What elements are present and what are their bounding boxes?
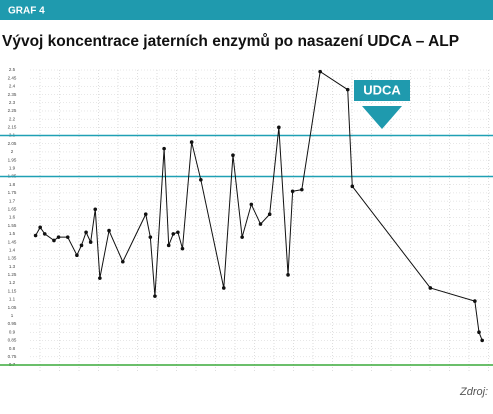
y-tick-label: 1.15 — [8, 288, 17, 293]
y-tick-label: 2.3 — [9, 100, 16, 105]
series-line — [35, 70, 483, 341]
y-tick-label: 0.95 — [8, 321, 17, 326]
data-point — [33, 233, 38, 238]
data-point — [143, 212, 148, 217]
data-point — [231, 153, 235, 158]
data-point — [189, 140, 194, 144]
data-point — [290, 189, 295, 194]
y-tick-label: 1 — [11, 313, 14, 318]
data-point — [107, 228, 111, 233]
y-tick-label: 2.35 — [8, 92, 17, 97]
data-point — [171, 232, 176, 236]
data-point — [121, 259, 125, 264]
data-point — [65, 235, 70, 239]
data-point — [258, 222, 263, 226]
grid: 2.52.452.42.352.32.252.22.152.12.0521.95… — [0, 67, 493, 373]
y-tick-label: 2.4 — [9, 84, 16, 89]
y-tick-label: 1.3 — [9, 264, 16, 269]
data-point — [176, 230, 180, 235]
y-tick-label: 1.8 — [9, 182, 16, 187]
y-tick-label: 2.2 — [9, 116, 16, 121]
y-tick-label: 1.9 — [9, 166, 16, 171]
data-point — [153, 294, 157, 298]
data-point — [79, 243, 84, 248]
data-point — [350, 184, 355, 189]
header-bar — [0, 0, 493, 20]
y-tick-label: 1.4 — [9, 247, 16, 252]
marks — [33, 69, 484, 343]
data-point — [199, 178, 203, 182]
data-point — [148, 235, 153, 239]
data-point — [93, 207, 98, 212]
data-point — [249, 202, 254, 207]
y-tick-label: 1.65 — [8, 206, 17, 211]
y-tick-label: 1.95 — [8, 157, 17, 162]
data-point — [221, 286, 226, 290]
data-point — [345, 87, 350, 92]
data-point — [98, 276, 102, 280]
y-tick-label: 2 — [11, 149, 14, 154]
y-tick-label: 1.35 — [8, 256, 17, 261]
data-point — [166, 243, 171, 248]
data-point — [162, 146, 166, 151]
data-point — [477, 330, 481, 335]
data-point — [480, 338, 484, 343]
data-point — [277, 125, 281, 130]
y-tick-label: 2.5 — [9, 67, 16, 72]
y-tick-label: 1.1 — [9, 297, 16, 302]
y-tick-label: 1.05 — [8, 305, 17, 310]
data-point — [84, 230, 88, 235]
data-point — [42, 232, 47, 236]
y-tick-label: 1.6 — [9, 215, 16, 220]
data-point — [267, 212, 272, 217]
data-point — [75, 253, 79, 257]
y-tick-label: 0.9 — [9, 329, 16, 334]
annotation-box — [354, 80, 410, 101]
annotation-label: UDCA — [363, 82, 401, 97]
y-tick-label: 0.85 — [8, 338, 17, 343]
y-tick-label: 1.45 — [8, 239, 17, 244]
data-point — [318, 69, 322, 74]
annotation-arrow — [362, 106, 402, 129]
y-tick-label: 2.05 — [8, 141, 17, 146]
y-tick-label: 1.2 — [9, 280, 16, 285]
data-point — [56, 235, 61, 239]
y-tick-label: 1.5 — [9, 231, 16, 236]
y-tick-label: 0.75 — [8, 354, 17, 359]
data-point — [52, 238, 56, 243]
data-point — [88, 240, 93, 244]
data-point — [286, 273, 290, 277]
source: Zdroj: — [459, 386, 488, 398]
data-point — [473, 299, 477, 303]
chart-title: Vývoj koncentrace jaterních enzymů po na… — [2, 33, 459, 50]
y-tick-label: 2.15 — [8, 125, 17, 130]
data-point — [180, 246, 185, 251]
y-tick-label: 1.25 — [8, 272, 17, 277]
y-tick-label: 1.7 — [9, 198, 16, 203]
y-tick-label: 1.55 — [8, 223, 17, 228]
data-point — [240, 235, 244, 239]
y-tick-label: 2.45 — [8, 75, 17, 80]
data-point — [300, 187, 304, 192]
y-tick-label: 2.25 — [8, 108, 17, 113]
data-point — [38, 225, 42, 230]
data-point — [428, 286, 433, 290]
header-label: GRAF 4 — [8, 6, 45, 17]
y-tick-label: 0.8 — [9, 346, 16, 351]
y-tick-label: 1.75 — [8, 190, 17, 195]
